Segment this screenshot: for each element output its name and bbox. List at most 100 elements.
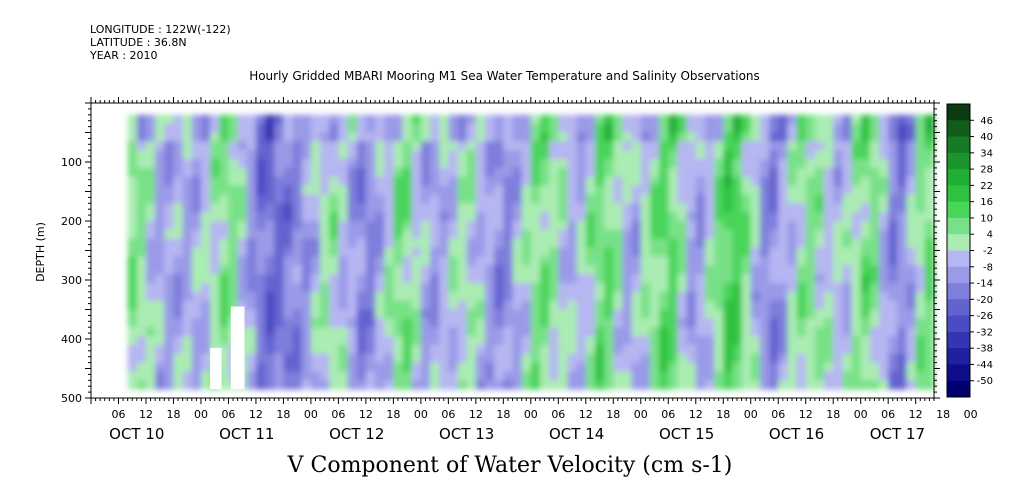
heatmap-cell (732, 185, 743, 195)
heatmap-cell (814, 291, 825, 302)
heatmap-cell (695, 176, 706, 187)
heatmap-cell (613, 221, 624, 231)
heatmap-cell (769, 344, 779, 355)
heatmap-cell (310, 309, 321, 319)
heatmap-cell (595, 150, 605, 160)
heatmap-cell (466, 300, 477, 310)
heatmap-cell (329, 212, 339, 222)
heatmap-cell (778, 318, 788, 328)
heatmap-cell (164, 353, 175, 364)
heatmap-cell (503, 185, 514, 195)
heatmap-cell (595, 265, 605, 275)
heatmap-cell (448, 238, 459, 249)
heatmap-cell (191, 203, 202, 213)
heatmap-cell (439, 274, 449, 284)
heatmap-cell (503, 203, 514, 213)
heatmap-cell (640, 238, 651, 249)
heatmap-cell (201, 291, 211, 302)
heatmap-cell (814, 203, 825, 213)
heatmap-cell (778, 159, 788, 169)
heatmap-cell (677, 265, 688, 275)
heatmap-cell (448, 229, 459, 240)
heatmap-cell (759, 203, 770, 213)
heatmap-cell (741, 167, 752, 178)
heatmap-cell (723, 150, 734, 160)
heatmap-cell (613, 300, 624, 310)
heatmap-cell (155, 238, 165, 249)
heatmap-cell (879, 318, 889, 328)
heatmap-cell (723, 371, 734, 381)
heatmap-cell (604, 291, 614, 302)
heatmap-cell (182, 150, 193, 160)
heatmap-cell (255, 256, 266, 266)
heatmap-cell (402, 141, 413, 151)
heatmap-cell (136, 344, 147, 355)
x-hour-tick-label: 12 (799, 408, 813, 421)
heatmap-cell (228, 291, 239, 302)
heatmap-cell (558, 185, 569, 195)
heatmap-cell (759, 194, 770, 204)
heatmap-cell (897, 141, 908, 151)
heatmap-cell (659, 132, 669, 142)
heatmap-cell (714, 274, 724, 284)
heatmap-cell (155, 167, 165, 178)
heatmap-cell (402, 282, 413, 293)
heatmap-cell (475, 353, 486, 364)
heatmap-cell (329, 336, 339, 346)
heatmap-cell (485, 229, 495, 240)
heatmap-cell (659, 353, 669, 364)
heatmap-cell (604, 114, 614, 125)
heatmap-cell (375, 185, 385, 195)
heatmap-cell (622, 247, 633, 257)
heatmap-cell (393, 203, 404, 213)
heatmap-cell (851, 176, 862, 187)
heatmap-cell (695, 141, 706, 151)
heatmap-cell (521, 212, 532, 222)
heatmap-cell (228, 141, 239, 151)
heatmap-cell (796, 318, 807, 328)
heatmap-cell (182, 159, 193, 169)
heatmap-cell (549, 344, 559, 355)
heatmap-cell (310, 318, 321, 328)
heatmap-cell (769, 159, 779, 169)
heatmap-cell (457, 150, 468, 160)
heatmap-cell (622, 362, 633, 372)
heatmap-cell (549, 247, 559, 257)
heatmap-cell (255, 336, 266, 346)
heatmap-cell (420, 327, 431, 337)
heatmap-cell (897, 362, 908, 372)
heatmap-cell (576, 123, 587, 134)
heatmap-cell (485, 380, 495, 390)
heatmap-cell (906, 203, 917, 213)
heatmap-cell (457, 185, 468, 195)
heatmap-cell (146, 291, 156, 302)
heatmap-cell (283, 123, 294, 134)
heatmap-cell (622, 132, 633, 142)
heatmap-cell (622, 344, 633, 355)
heatmap-cell (274, 300, 285, 310)
heatmap-cell (631, 159, 642, 169)
heatmap-cell (613, 371, 624, 381)
heatmap-cell (824, 353, 834, 364)
heatmap-cell (549, 274, 559, 284)
heatmap-cell (833, 238, 843, 249)
heatmap-cell (640, 114, 651, 125)
heatmap-cell (906, 309, 917, 319)
heatmap-cell (860, 159, 871, 169)
heatmap-cell (714, 150, 724, 160)
heatmap-cell (219, 318, 230, 328)
heatmap-cell (595, 362, 605, 372)
heatmap-cell (466, 167, 477, 178)
heatmap-cell (897, 132, 908, 142)
heatmap-cell (127, 203, 138, 213)
heatmap-cell (191, 362, 202, 372)
heatmap-cell (659, 238, 669, 249)
heatmap-cell (576, 362, 587, 372)
heatmap-cell (265, 229, 275, 240)
heatmap-cell (824, 132, 834, 142)
heatmap-cell (237, 176, 248, 187)
heatmap-cell (283, 221, 294, 231)
heatmap-cell (879, 344, 889, 355)
heatmap-cell (512, 167, 523, 178)
x-hour-tick-label: 12 (689, 408, 703, 421)
